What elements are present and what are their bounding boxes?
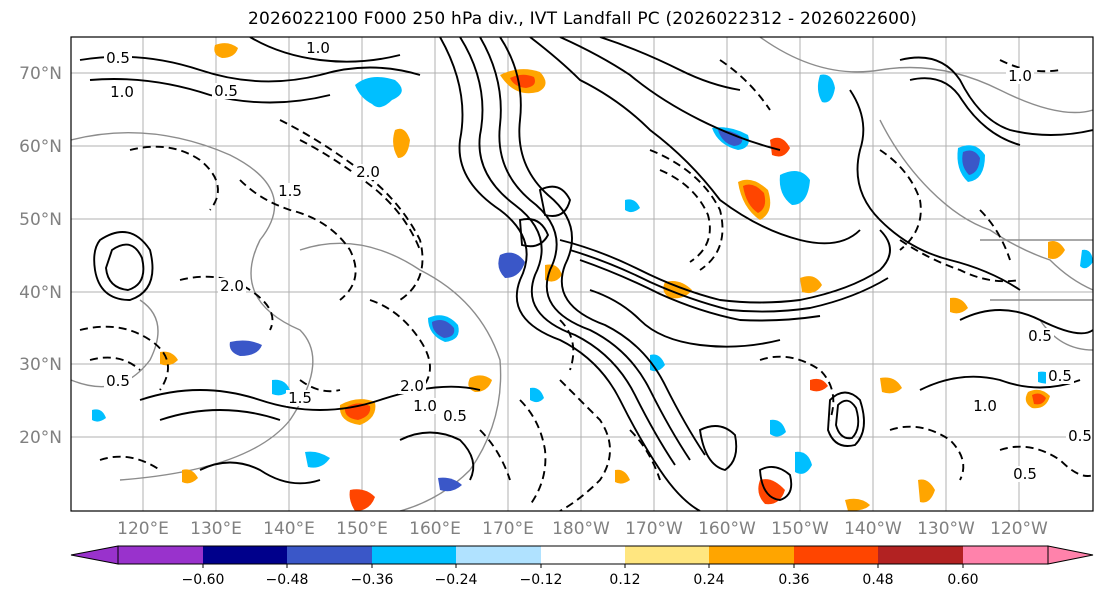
colorbar-tick-label: −0.48 xyxy=(266,572,309,588)
colorbar-extend-low xyxy=(70,545,119,565)
colorbar-tick-label: −0.36 xyxy=(351,572,394,588)
colorbar-tick-label: 0.24 xyxy=(693,572,724,588)
latitude-label: 30°N xyxy=(19,355,62,375)
colorbar-segment xyxy=(794,546,878,564)
colorbar-segment xyxy=(203,546,287,564)
longitude-label: 180°W xyxy=(552,519,610,539)
contour-label: 0.5 xyxy=(443,407,467,425)
contour-label: 0.5 xyxy=(214,82,238,100)
contour-label: 1.5 xyxy=(278,182,302,200)
contour-label: 0.5 xyxy=(1068,427,1092,445)
latitude-label: 40°N xyxy=(19,283,62,303)
contour-labels: 0.5 1.0 0.5 2.0 1.5 1.0 2.0 1.5 1.0 0.5 2.0 0.5 1.0 0… xyxy=(104,39,1094,483)
contour-label: 0.5 xyxy=(1048,367,1072,385)
contour-label: 2.0 xyxy=(220,277,244,295)
colorbar-tick-label: −0.60 xyxy=(182,572,225,588)
colorbar-extend-high xyxy=(1047,545,1094,565)
colorbar-segment xyxy=(287,546,372,564)
longitude-label: 140°E xyxy=(263,519,315,539)
contour-label: 1.0 xyxy=(1008,67,1032,85)
latitude-label: 60°N xyxy=(19,137,62,157)
colorbar-tick-label: 0.12 xyxy=(609,572,640,588)
colorbar-segment xyxy=(372,546,456,564)
longitude-label: 150°E xyxy=(336,519,388,539)
contour-label: 1.0 xyxy=(973,397,997,415)
colorbar-segment xyxy=(541,546,625,564)
map-plot-area xyxy=(71,37,1093,511)
latitude-label: 70°N xyxy=(19,64,62,84)
contour-label: 1.0 xyxy=(110,83,134,101)
colorbar-segment xyxy=(118,546,203,564)
longitude-label: 170°E xyxy=(482,519,534,539)
colorbar-segment xyxy=(709,546,794,564)
colorbar-segment xyxy=(963,546,1048,564)
colorbar: −0.60 −0.48 −0.36 −0.24 −0.12 0.12 0.24 0.36 0.4… xyxy=(70,545,1094,588)
contour-label: 2.0 xyxy=(400,377,424,395)
longitude-label: 120°W xyxy=(990,519,1048,539)
contour-label: 1.0 xyxy=(306,39,330,57)
longitude-label: 160°W xyxy=(698,519,756,539)
longitude-label: 130°W xyxy=(917,519,975,539)
contour-label: 0.5 xyxy=(106,49,130,67)
longitude-axis: 120°E 130°E 140°E 150°E 160°E 170°E 180°W 170°W… xyxy=(117,519,1048,539)
contour-label: 1.5 xyxy=(288,389,312,407)
colorbar-segment xyxy=(878,546,963,564)
colorbar-outline xyxy=(117,545,1049,565)
contour-label: 2.0 xyxy=(356,163,380,181)
longitude-label: 170°W xyxy=(625,519,683,539)
contour-label: 0.5 xyxy=(1028,327,1052,345)
contour-label: 0.5 xyxy=(1013,465,1037,483)
colorbar-segment xyxy=(456,546,541,564)
colorbar-tick-label: −0.12 xyxy=(520,572,563,588)
latitude-label: 50°N xyxy=(19,210,62,230)
contour-label: 0.5 xyxy=(106,372,130,390)
contour-label: 1.0 xyxy=(413,397,437,415)
longitude-label: 150°W xyxy=(771,519,829,539)
map-frame xyxy=(70,36,1094,512)
longitude-label: 120°E xyxy=(117,519,169,539)
longitude-label: 130°E xyxy=(190,519,242,539)
latitude-label: 20°N xyxy=(19,428,62,448)
colorbar-tick-label: 0.36 xyxy=(778,572,809,588)
longitude-label: 140°W xyxy=(844,519,902,539)
colorbar-tick-label: −0.24 xyxy=(435,572,478,588)
latitude-axis: 70°N 60°N 50°N 40°N 30°N 20°N xyxy=(19,64,62,448)
colorbar-tick-label: 0.60 xyxy=(947,572,978,588)
figure-title: 2026022100 F000 250 hPa div., IVT Landfa… xyxy=(248,9,917,29)
divergence-shading xyxy=(92,43,1093,511)
colorbar-tick-label: 0.48 xyxy=(862,572,893,588)
positive-contours xyxy=(79,37,1093,511)
colorbar-segment xyxy=(625,546,709,564)
longitude-label: 160°E xyxy=(409,519,461,539)
negative-contours xyxy=(79,59,1093,511)
